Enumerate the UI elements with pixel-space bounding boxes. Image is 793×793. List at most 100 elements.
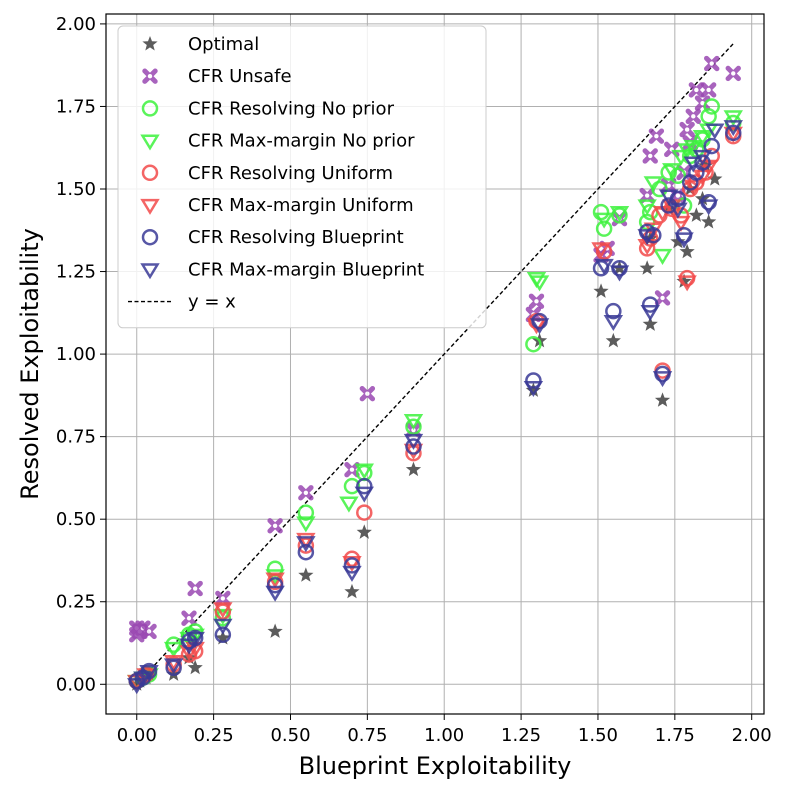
data-point: [704, 55, 720, 72]
x-tick-label: 1.75: [655, 725, 695, 746]
ticks-layer: 0.00 0.25 0.50 0.75 1.00 1.25 1.50 1.75 2.00 0.00…: [56, 14, 772, 746]
data-point: [141, 623, 157, 640]
data-point-center: [220, 596, 226, 601]
data-point: [688, 207, 704, 222]
x-tick-label: 0.75: [347, 725, 387, 746]
data-point: [529, 318, 550, 335]
data-point-center: [272, 523, 278, 528]
data-point: [692, 130, 713, 147]
data-point: [356, 524, 372, 539]
data-point: [640, 305, 660, 322]
series-cfr-max-margin-blueprint: [127, 120, 743, 695]
data-point-center: [731, 71, 736, 76]
data-point: [643, 176, 664, 193]
data-point: [591, 242, 611, 259]
legend-marker: [140, 263, 160, 280]
data-point: [592, 203, 610, 221]
data-point: [645, 226, 662, 244]
data-point-center: [691, 114, 696, 119]
x-tick-label: 0.00: [117, 725, 157, 746]
data-point: [603, 314, 624, 331]
data-point: [698, 199, 719, 216]
reference-line-y-equals-x: [136, 43, 734, 685]
data-point: [525, 335, 542, 353]
data-point: [670, 233, 686, 249]
data-point: [662, 163, 682, 180]
data-point-center: [644, 193, 650, 198]
legend-label: CFR Unsafe: [188, 66, 292, 87]
data-point: [674, 232, 694, 249]
data-point: [213, 602, 233, 619]
y-tick-label: 0.00: [56, 674, 96, 695]
legend-label: Optimal: [188, 34, 259, 55]
data-point: [354, 486, 374, 503]
y-tick-label: 2.00: [56, 14, 96, 35]
x-tick-label: 1.50: [578, 725, 618, 746]
data-point: [298, 567, 314, 582]
data-point: [359, 386, 376, 402]
data-point: [652, 248, 673, 265]
data-point: [187, 659, 203, 675]
y-tick-label: 1.00: [56, 344, 96, 365]
y-axis-label: Resolved Exploitability: [16, 228, 44, 500]
data-point: [723, 120, 743, 137]
data-point: [593, 283, 609, 298]
legend-marker: [141, 228, 159, 246]
data-point: [679, 243, 695, 259]
data-point: [267, 623, 283, 638]
legend-marker: [142, 68, 158, 84]
data-point-center: [534, 299, 539, 304]
data-point: [703, 98, 720, 115]
y-tick-label: 0.25: [56, 592, 96, 613]
data-point: [694, 154, 711, 171]
data-point: [688, 82, 705, 98]
data-point: [642, 316, 658, 331]
y-tick-label: 0.50: [56, 509, 96, 530]
y-tick-label: 1.25: [56, 262, 96, 283]
data-point: [343, 557, 361, 574]
data-point: [676, 273, 692, 288]
data-point: [297, 543, 315, 561]
data-point: [639, 187, 655, 204]
data-point: [692, 149, 713, 166]
points-layer: [127, 55, 743, 695]
data-point-center: [186, 616, 192, 621]
data-point: [405, 438, 422, 455]
legend-label: CFR Max-margin No prior: [188, 131, 415, 152]
data-point: [529, 275, 550, 292]
data-point-center: [700, 100, 705, 106]
data-point: [637, 199, 657, 216]
legend-box: [117, 25, 487, 329]
legend-marker: [140, 134, 160, 151]
data-point: [265, 585, 285, 602]
data-point: [642, 148, 658, 164]
data-point-center: [706, 87, 711, 93]
data-point: [609, 205, 630, 223]
data-point: [707, 171, 723, 186]
legend-label: CFR Resolving Uniform: [188, 163, 393, 184]
data-point: [163, 641, 184, 658]
data-point-center: [654, 133, 659, 139]
data-point: [700, 108, 717, 125]
data-point-center: [675, 193, 681, 198]
data-point: [215, 630, 231, 645]
data-point: [679, 121, 695, 138]
data-point: [528, 293, 545, 309]
data-point: [179, 638, 199, 655]
legend-label: CFR Max-margin Blueprint: [188, 259, 424, 280]
data-point-center: [349, 467, 355, 472]
data-point: [163, 658, 184, 675]
x-tick-label: 1.00: [424, 725, 464, 746]
data-point: [139, 664, 159, 681]
data-point: [723, 110, 743, 127]
legend-marker: [141, 164, 159, 182]
data-point: [705, 123, 725, 140]
data-point: [671, 215, 691, 232]
data-point: [523, 380, 544, 398]
data-point-center: [666, 183, 671, 188]
data-point: [267, 518, 283, 534]
x-tick-label: 0.50: [270, 725, 310, 746]
data-point: [344, 461, 360, 478]
data-point: [595, 220, 613, 237]
